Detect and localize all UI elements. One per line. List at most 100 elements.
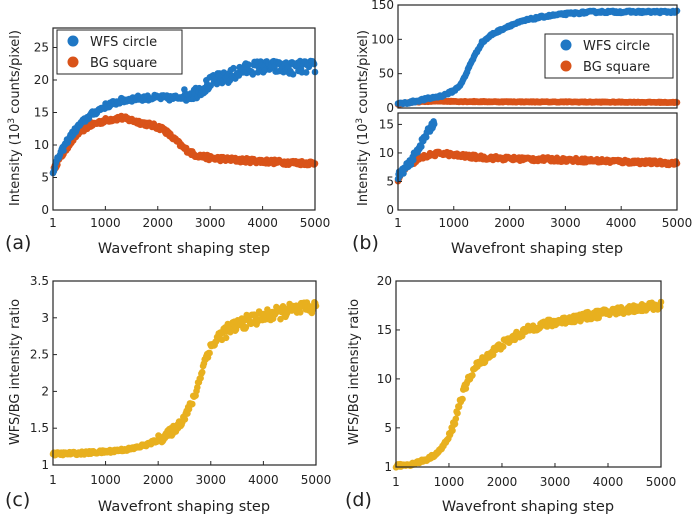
y-tick-label: 20 <box>34 73 49 87</box>
y-tick-label: 100 <box>371 32 394 46</box>
panel-d-label: (d) <box>345 489 372 511</box>
panel-d-axes <box>395 280 662 468</box>
panel-d-ylabel: WFS/BG intensity ratio <box>347 299 362 445</box>
panel-c-label: (c) <box>5 489 30 511</box>
y-tick-label: 0 <box>41 203 49 217</box>
panel-c-ylabel: WFS/BG intensity ratio <box>8 299 23 445</box>
x-tick-label: 1000 <box>438 216 469 230</box>
y-tick-label: 2.5 <box>30 348 49 362</box>
x-tick-label: 4000 <box>606 216 637 230</box>
y-tick-label: 15 <box>379 117 394 131</box>
data-point <box>451 420 459 428</box>
panel-a-legend: WFS circle BG square <box>56 29 183 75</box>
y-tick-label: 1 <box>41 458 49 472</box>
y-tick-label: 0 <box>386 101 394 115</box>
data-point <box>249 71 257 78</box>
data-point <box>297 309 304 316</box>
x-tick-label: 1000 <box>434 475 465 489</box>
panel-a-axes <box>52 27 316 211</box>
data-point <box>222 334 230 342</box>
y-tick-label: 10 <box>379 146 394 160</box>
y-tick-label: 25 <box>34 41 49 55</box>
y-tick-label: 5 <box>386 174 394 188</box>
data-point <box>469 372 476 379</box>
panel-d-xlabel: Wavefront shaping step <box>442 499 614 515</box>
y-tick-label: 5 <box>384 421 392 435</box>
x-tick-label: 1 <box>49 216 57 230</box>
panel-a-label: (a) <box>5 232 31 254</box>
x-tick-label: 1 <box>49 473 57 487</box>
panel-b-xlabel: Wavefront shaping step <box>451 241 623 257</box>
data-point <box>430 120 438 128</box>
panel-a: Intensity (103 counts/pixel) 0510152025 … <box>5 27 330 257</box>
panel-b-bottom-axes <box>397 112 678 211</box>
y-tick-label: 2 <box>41 384 49 398</box>
y-tick-label: 3 <box>41 311 49 325</box>
legend-marker-wfs <box>560 39 572 51</box>
x-tick-label: 4000 <box>593 475 624 489</box>
data-point <box>452 415 460 423</box>
y-tick-label: 15 <box>34 106 49 120</box>
y-tick-label: 10 <box>34 138 49 152</box>
panel-b-label: (b) <box>352 232 379 254</box>
legend-label-wfs: WFS circle <box>90 35 157 50</box>
legend-label-bg: BG square <box>583 60 650 75</box>
x-tick-label: 2000 <box>487 475 518 489</box>
data-point <box>213 80 221 88</box>
y-tick-label: 1.5 <box>30 421 49 435</box>
data-point <box>194 384 201 391</box>
data-point <box>422 133 430 141</box>
y-tick-label: 50 <box>379 67 394 81</box>
data-point <box>230 64 237 72</box>
panel-b-ylabel: Intensity (103 counts/pixel) <box>355 30 371 206</box>
x-tick-label: 5000 <box>662 216 692 230</box>
data-point <box>410 156 417 164</box>
legend-marker-bg <box>67 56 79 68</box>
svg-text:Intensity (103 counts/pixel): Intensity (103 counts/pixel) <box>355 30 371 206</box>
x-tick-label: 5000 <box>646 475 677 489</box>
data-point <box>206 349 213 357</box>
panel-c-axes <box>52 280 317 466</box>
x-tick-label: 1 <box>392 475 400 489</box>
data-point <box>245 61 252 68</box>
x-tick-label: 2000 <box>143 473 174 487</box>
data-point <box>454 409 461 417</box>
y-tick-label: 3.5 <box>30 274 49 288</box>
legend-label-bg: BG square <box>90 56 157 71</box>
x-tick-label: 1000 <box>90 473 121 487</box>
y-tick-label: 5 <box>41 171 49 185</box>
x-tick-label: 3000 <box>550 216 581 230</box>
y-tick-label: 1 <box>384 460 392 474</box>
x-tick-label: 4000 <box>247 216 278 230</box>
legend-marker-bg <box>560 60 572 72</box>
data-point <box>242 324 250 331</box>
y-tick-label: 150 <box>371 0 394 12</box>
x-tick-label: 3000 <box>540 475 571 489</box>
y-tick-label: 10 <box>377 372 392 386</box>
y-tick-label: 0 <box>386 203 394 217</box>
data-point <box>459 395 466 403</box>
x-tick-label: 3000 <box>196 473 227 487</box>
panel-b: Intensity (103 counts/pixel) 0 50 100 150 0… <box>352 0 692 257</box>
x-tick-label: 1 <box>394 216 402 230</box>
legend-label-wfs: WFS circle <box>583 39 650 54</box>
panel-a-ylabel: Intensity (103 counts/pixel) <box>7 30 23 206</box>
y-tick-label: 15 <box>377 323 392 337</box>
data-point <box>289 71 297 78</box>
data-point <box>60 147 67 154</box>
data-point <box>449 427 456 434</box>
x-tick-label: 5000 <box>301 473 332 487</box>
x-tick-label: 3000 <box>195 216 226 230</box>
data-point <box>198 368 206 376</box>
x-tick-label: 4000 <box>248 473 279 487</box>
x-tick-label: 2000 <box>142 216 173 230</box>
data-point <box>418 143 425 150</box>
data-point <box>189 400 196 408</box>
legend-marker-wfs <box>67 35 79 47</box>
panel-c: WFS/BG intensity ratio 1 1.5 2 2.5 3 3.5 1 100… <box>5 274 331 515</box>
panel-b-top-axes <box>397 4 678 109</box>
panel-a-xlabel: Wavefront shaping step <box>98 241 270 257</box>
panel-c-xlabel: Wavefront shaping step <box>98 499 270 515</box>
y-tick-label: 20 <box>377 274 392 288</box>
